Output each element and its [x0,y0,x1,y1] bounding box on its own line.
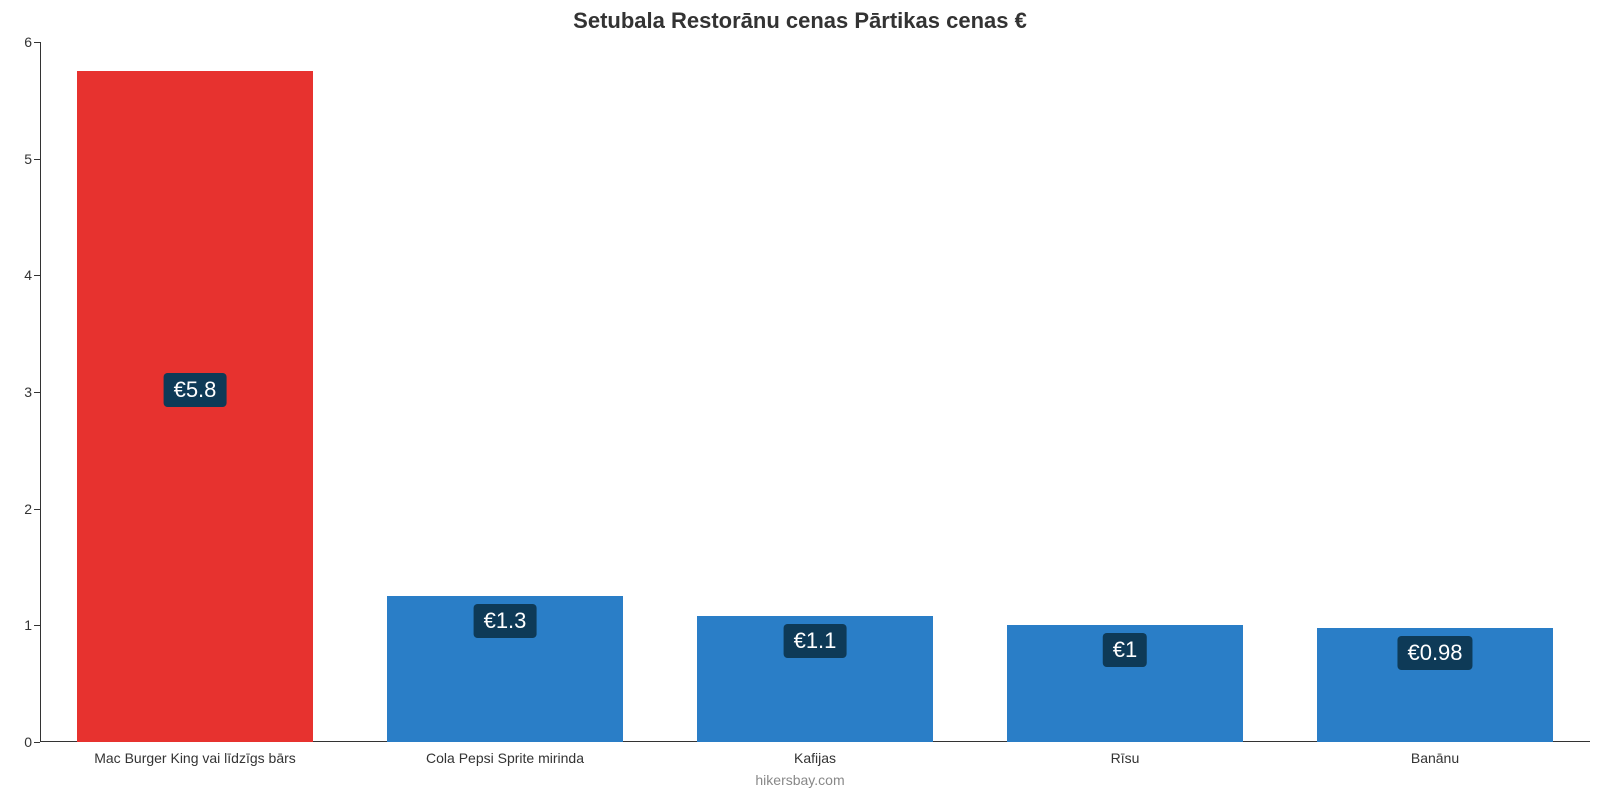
price-bar-chart: Setubala Restorānu cenas Pārtikas cenas … [0,0,1600,800]
y-tick-label: 2 [24,501,40,517]
bar-value-badge: €1.3 [474,604,537,638]
y-tick-label: 4 [24,267,40,283]
bar-value-badge: €5.8 [164,373,227,407]
x-tick-label: Kafijas [668,742,963,766]
chart-footer: hikersbay.com [0,772,1600,788]
x-tick-label: Banānu [1288,742,1583,766]
bar-value-badge: €1 [1103,633,1147,667]
y-tick-label: 5 [24,151,40,167]
chart-title: Setubala Restorānu cenas Pārtikas cenas … [0,8,1600,34]
bar-value-badge: €1.1 [784,624,847,658]
y-axis-line [40,42,41,742]
y-tick-label: 6 [24,34,40,50]
x-tick-label: Cola Pepsi Sprite mirinda [358,742,653,766]
x-tick-label: Mac Burger King vai līdzīgs bārs [48,742,343,766]
bar-value-badge: €0.98 [1397,636,1472,670]
x-tick-label: Rīsu [978,742,1273,766]
plot-area: 0123456 €5.8Mac Burger King vai līdzīgs … [40,42,1590,742]
y-tick-label: 1 [24,617,40,633]
y-tick-label: 3 [24,384,40,400]
y-tick-label: 0 [24,734,40,750]
